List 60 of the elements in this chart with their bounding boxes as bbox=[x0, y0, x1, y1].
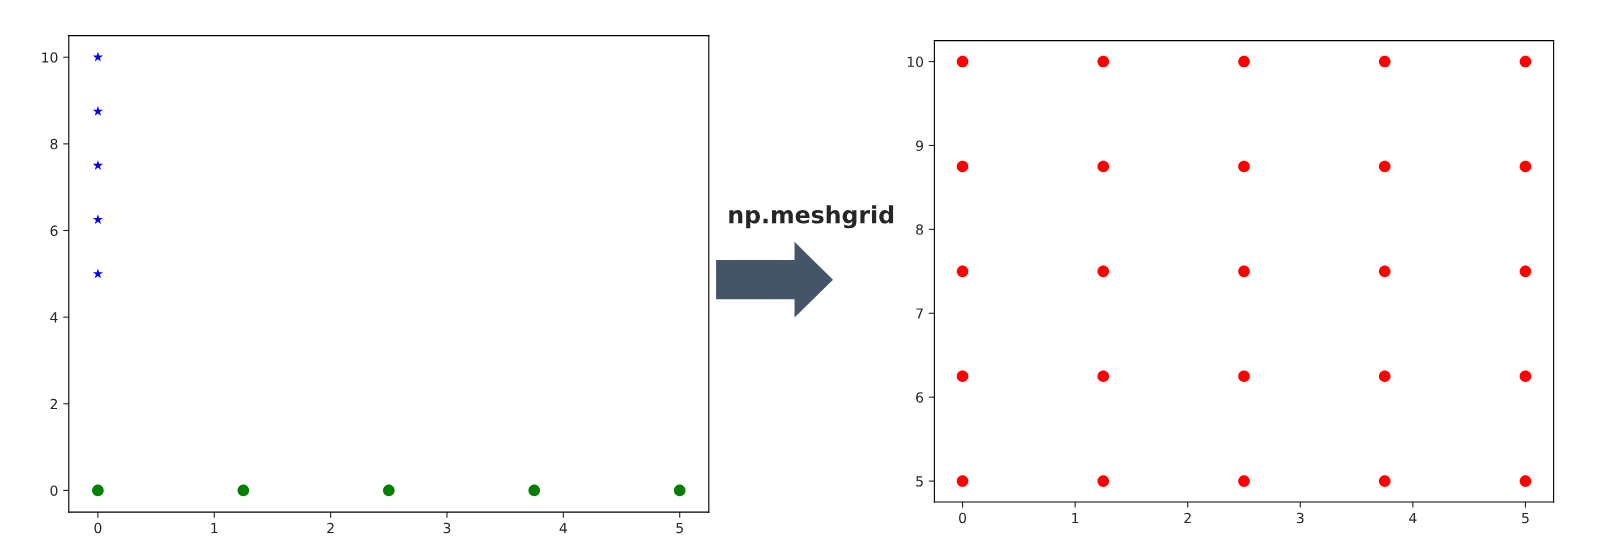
point bbox=[1378, 370, 1391, 383]
y-tick-label: 4 bbox=[50, 312, 58, 323]
point bbox=[673, 484, 686, 497]
y-tick-label: 8 bbox=[50, 138, 58, 150]
point bbox=[1378, 160, 1391, 173]
point bbox=[92, 484, 104, 497]
point bbox=[1519, 370, 1532, 383]
x-tick-label: 0 bbox=[94, 522, 102, 534]
point bbox=[1097, 265, 1110, 278]
point bbox=[1097, 160, 1110, 173]
x-tick-label: 1 bbox=[211, 522, 218, 534]
point bbox=[1378, 265, 1391, 278]
y-tick-label: 10 bbox=[907, 56, 924, 68]
point bbox=[1238, 265, 1250, 278]
point bbox=[956, 370, 969, 383]
x-tick-label: 5 bbox=[676, 522, 683, 534]
point bbox=[1238, 370, 1250, 383]
point bbox=[1097, 370, 1110, 383]
x-tick-label: 3 bbox=[443, 522, 451, 534]
x-tick-label: 3 bbox=[1296, 512, 1304, 524]
point bbox=[1519, 160, 1532, 173]
y-tick-label: 7 bbox=[916, 308, 923, 319]
point bbox=[1097, 475, 1110, 487]
y-tick-label: 0 bbox=[50, 485, 58, 496]
text: np.meshgrid bbox=[729, 205, 894, 229]
y-tick-label: 8 bbox=[916, 224, 924, 235]
point bbox=[382, 484, 395, 497]
y-tick-label: 6 bbox=[916, 392, 924, 403]
point bbox=[1519, 475, 1532, 487]
point bbox=[956, 265, 969, 278]
point bbox=[1519, 55, 1532, 68]
point bbox=[956, 475, 969, 487]
y-tick-label: 10 bbox=[42, 52, 58, 63]
point bbox=[92, 51, 104, 62]
point bbox=[92, 214, 104, 225]
y-tick-label: 2 bbox=[50, 398, 57, 410]
point bbox=[956, 55, 969, 68]
point bbox=[1378, 55, 1391, 68]
point bbox=[528, 484, 541, 497]
x-tick-label: 4 bbox=[1409, 512, 1417, 524]
x-tick-label: 1 bbox=[1072, 512, 1079, 524]
point bbox=[92, 268, 104, 279]
x-tick-label: 5 bbox=[1522, 512, 1529, 524]
point bbox=[237, 484, 250, 497]
y-tick-label: 5 bbox=[916, 476, 923, 487]
point bbox=[1097, 55, 1110, 68]
y-tick-label: 9 bbox=[916, 140, 924, 151]
point bbox=[1238, 55, 1250, 68]
point bbox=[1238, 475, 1250, 487]
y-tick-label: 6 bbox=[50, 225, 58, 236]
point bbox=[956, 160, 969, 173]
x-tick-label: 0 bbox=[959, 512, 967, 524]
point bbox=[92, 160, 104, 170]
x-tick-label: 4 bbox=[559, 522, 567, 534]
point bbox=[1519, 265, 1532, 278]
x-tick-label: 2 bbox=[1184, 512, 1191, 524]
x-tick-label: 2 bbox=[327, 522, 334, 534]
point bbox=[92, 106, 104, 116]
point bbox=[1378, 475, 1391, 487]
point bbox=[1238, 160, 1250, 173]
